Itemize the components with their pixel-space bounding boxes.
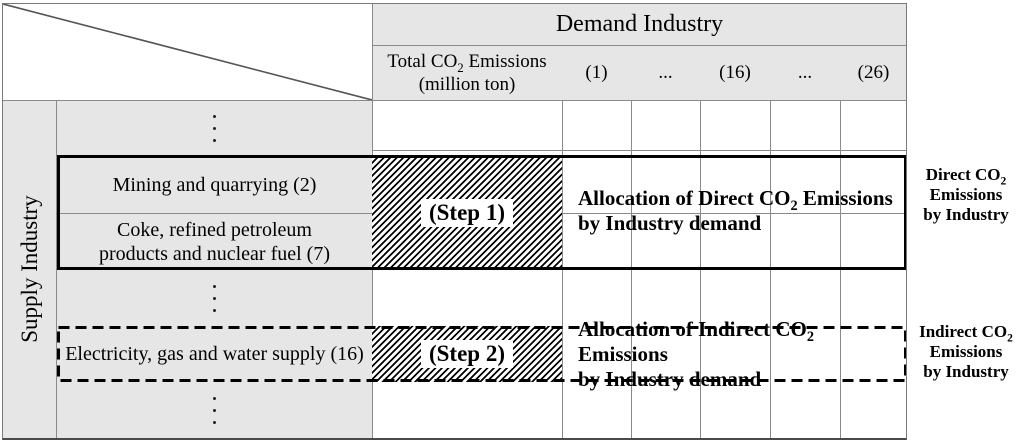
demand-column-header-26-label: (26) <box>857 62 890 83</box>
row-label-coke-line1: Coke, refined petroleum <box>117 218 312 241</box>
step2-allocation-line2: by Industry demand <box>578 366 762 391</box>
row-label-electricity-text: Electricity, gas and water supply (16) <box>65 343 364 365</box>
ellipsis-row-top <box>57 104 372 152</box>
dot <box>213 284 216 288</box>
dot <box>213 114 216 118</box>
step2-hatched-cell: (Step 2) <box>372 326 562 382</box>
demand-column-header-16-label: (16) <box>719 62 751 83</box>
demand-industry-header-cell: Demand Industry <box>372 3 907 45</box>
row-label-coke: Coke, refined petroleum products and nuc… <box>57 214 372 269</box>
step1-label: (Step 1) <box>420 198 514 227</box>
demand-column-header-ellipsis-b: ... <box>770 45 840 100</box>
indirect-co2-side-label: Indirect CO2 Emissions by Industry <box>908 317 1024 387</box>
co2-subscript: 2 <box>806 328 814 345</box>
step1-allocation-line1: Allocation of Direct CO2 Emissions <box>578 186 907 215</box>
demand-column-header-ellipsis-a: ... <box>631 45 700 100</box>
ellipsis-row-bottom <box>57 386 372 434</box>
total-co2-line1-post: Emissions <box>463 50 547 72</box>
direct-co2-line3: by Industry <box>923 205 1009 224</box>
co2-subscript: 2 <box>790 198 798 215</box>
row-label-coke-line2: products and nuclear fuel (7) <box>98 242 330 265</box>
co2-subscript: 2 <box>457 59 464 75</box>
step1-allocation-text: Allocation of Direct CO2 Emissions by In… <box>566 155 907 267</box>
gridline-header-split <box>372 45 907 46</box>
direct-co2-side-label: Direct CO2 Emissions by Industry <box>908 160 1024 230</box>
step1-alloc-post: Emissions <box>797 186 893 210</box>
demand-column-header-ellipsis-b-label: ... <box>797 62 813 83</box>
co2-subscript: 2 <box>1000 174 1007 188</box>
co2-subscript: 2 <box>1007 331 1013 345</box>
step1-alloc-pre: Allocation of Direct CO <box>578 186 791 210</box>
dot <box>213 126 216 130</box>
diagonal-corner-cell <box>2 3 373 101</box>
total-co2-line1-pre: Total CO <box>387 50 458 72</box>
demand-column-header-1: (1) <box>562 45 631 100</box>
row-label-mining: Mining and quarrying (2) <box>57 156 372 213</box>
ellipsis-row-middle <box>57 274 372 322</box>
dot <box>213 396 216 400</box>
direct-co2-line2: Emissions <box>929 185 1003 204</box>
total-co2-emissions-column-header: Total CO2 Emissions (million ton) <box>372 45 562 100</box>
demand-industry-header-label: Demand Industry <box>555 10 724 37</box>
gridline-header-bottom <box>3 100 907 101</box>
gridline-row-150 <box>372 150 907 151</box>
step2-alloc-post: Emissions <box>578 341 668 366</box>
supply-industry-header-label: Supply Industry <box>16 195 42 343</box>
step2-dashed-border-box <box>57 326 907 382</box>
step1-solid-border-box <box>57 155 907 270</box>
dot <box>213 308 216 312</box>
dot <box>213 138 216 142</box>
dot <box>213 408 216 412</box>
supply-industry-header-cell: Supply Industry <box>3 100 57 438</box>
demand-column-header-26: (26) <box>840 45 907 100</box>
indirect-co2-line1: Indirect CO2 <box>919 322 1013 345</box>
dot <box>213 296 216 300</box>
step1-allocation-line2: by Industry demand <box>578 211 762 235</box>
step2-label: (Step 2) <box>420 340 514 368</box>
row-label-mining-text: Mining and quarrying (2) <box>112 173 317 196</box>
demand-column-header-1-label: (1) <box>585 62 608 83</box>
demand-column-header-ellipsis-a-label: ... <box>658 62 673 83</box>
direct-co2-line1: Direct CO2 <box>925 165 1007 188</box>
indirect-co2-line3: by Industry <box>923 362 1009 381</box>
diagonal-line <box>2 3 373 101</box>
indirect-co2-line2: Emissions <box>929 342 1003 361</box>
step1-hatched-cell: (Step 1) <box>372 155 562 270</box>
direct-co2-line1-pre: Direct CO <box>925 165 1001 184</box>
row-label-coke-text: Coke, refined petroleum products and nuc… <box>99 218 330 266</box>
dot <box>213 420 216 424</box>
indirect-co2-line1-pre: Indirect CO <box>919 322 1008 341</box>
total-co2-line2: (million ton) <box>418 73 516 95</box>
demand-column-header-16: (16) <box>700 45 770 100</box>
total-co2-emissions-column-header-text: Total CO2 Emissions (million ton) <box>387 50 546 96</box>
row-label-electricity: Electricity, gas and water supply (16) <box>57 326 372 382</box>
